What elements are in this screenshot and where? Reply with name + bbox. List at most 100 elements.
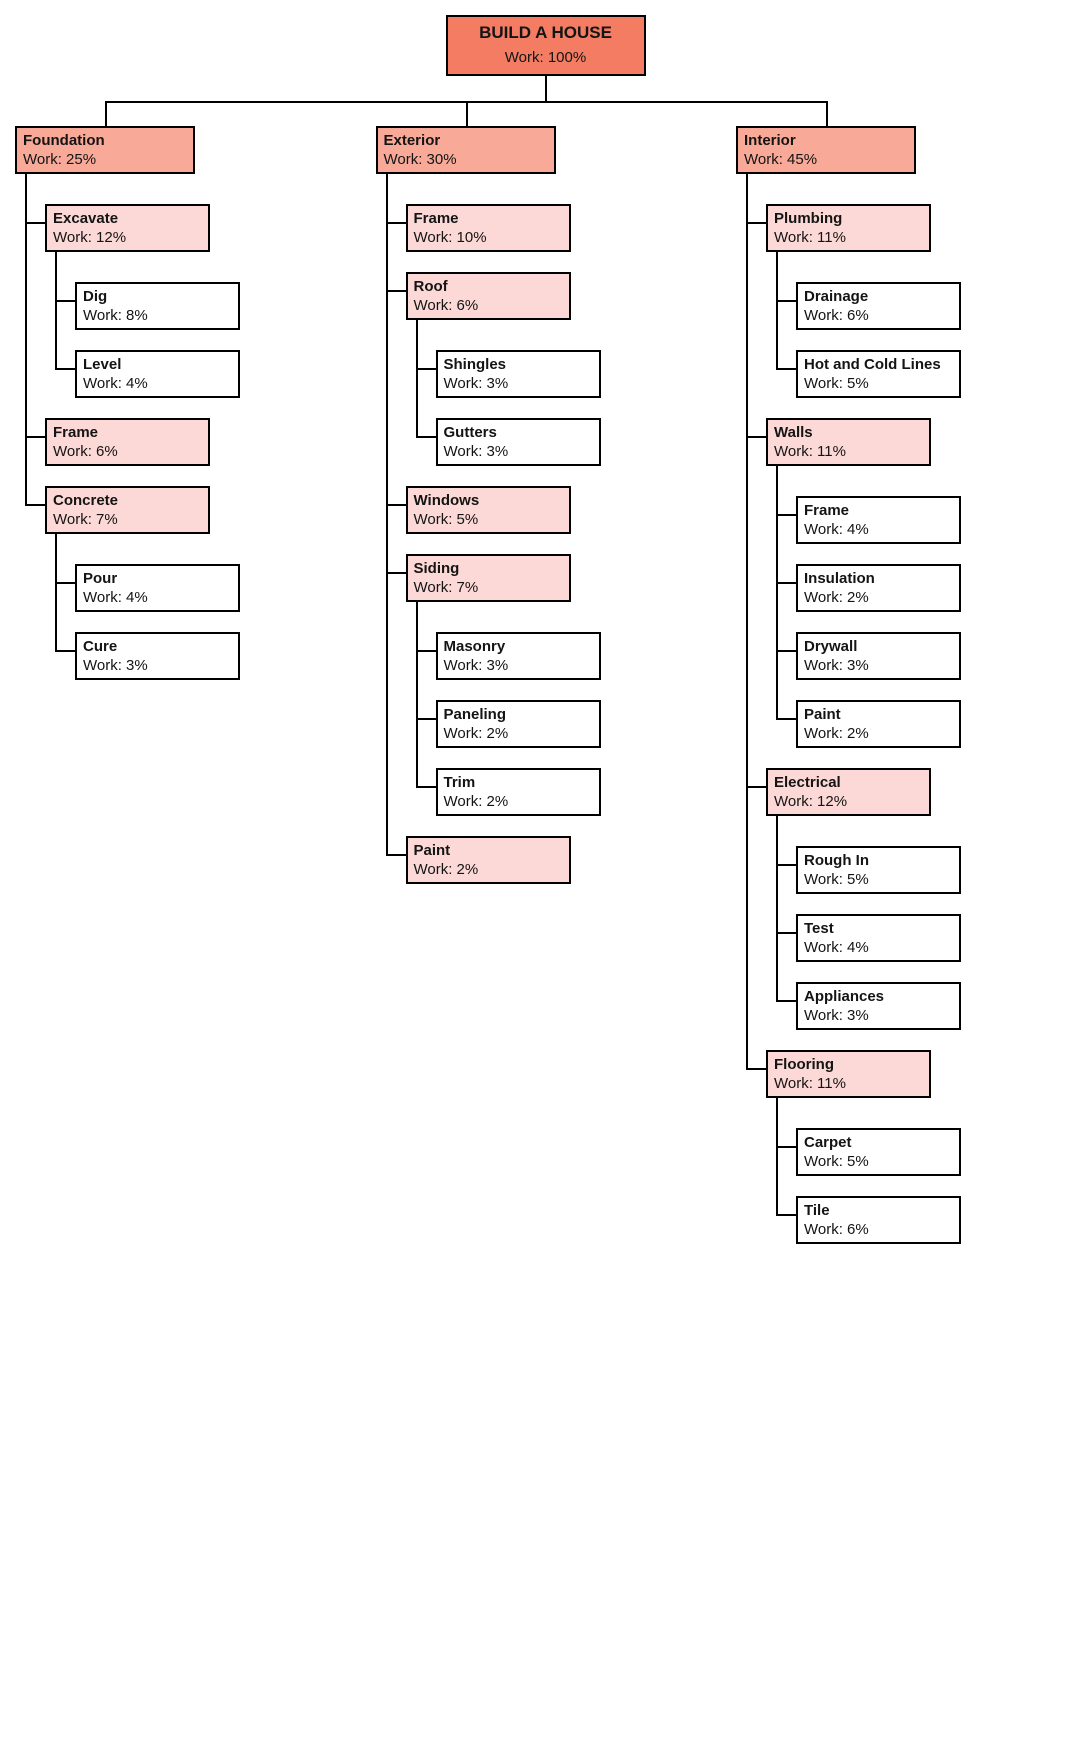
node-work: Work: 3% [804,657,953,674]
node-work: Work: 5% [414,511,563,528]
tree-branch: Exterior Work: 30% Frame Work: 10% Roof Work:… [376,126,716,1244]
tree-node: Frame Work: 10% [406,204,571,252]
node-title: Hot and Cold Lines [804,356,953,373]
tree-node: InsulationWork: 2% [796,564,961,612]
node-title: Cure [83,638,232,655]
node-title: Exterior [384,132,548,149]
tree-node: Paint Work: 2% [796,700,961,748]
tree-node: TileWork: 6% [796,1196,961,1244]
tree-node: Pour Work: 4% [75,564,240,612]
node-title: Frame [53,424,202,441]
node-title: Foundation [23,132,187,149]
node-title: Siding [414,560,563,577]
root-title: BUILD A HOUSE [448,23,644,43]
node-title: Drywall [804,638,953,655]
tree-node: Electrical Work: 12% [766,768,931,816]
node-title: Pour [83,570,232,587]
node-work: Work: 2% [444,793,593,810]
tree-node: Gutters Work: 3% [436,418,601,466]
tree-node: Cure Work: 3% [75,632,240,680]
node-work: Work: 6% [804,307,953,324]
tree-branch: Foundation Work: 25% ExcavateWork: 12% Dig W… [15,126,355,1244]
node-title: Carpet [804,1134,953,1151]
node-title: Paint [414,842,563,859]
node-work: Work: 7% [414,579,563,596]
node-title: Electrical [774,774,923,791]
node-work: Work: 6% [804,1221,953,1238]
node-title: Rough In [804,852,953,869]
node-title: Drainage [804,288,953,305]
node-title: Paneling [444,706,593,723]
tree-node: Walls Work: 11% [766,418,931,466]
tree-node: Drainage Work: 6% [796,282,961,330]
node-work: Work: 45% [744,151,908,168]
node-work: Work: 6% [53,443,202,460]
node-title: Dig [83,288,232,305]
tree-node: CarpetWork: 5% [796,1128,961,1176]
tree-node: Masonry Work: 3% [436,632,601,680]
node-title: Shingles [444,356,593,373]
node-work: Work: 11% [774,1075,923,1092]
node-work: Work: 4% [804,521,953,538]
tree-node: Test Work: 4% [796,914,961,962]
node-work: Work: 2% [444,725,593,742]
tree-node: Rough InWork: 5% [796,846,961,894]
node-title: Excavate [53,210,202,227]
node-title: Test [804,920,953,937]
node-title: Trim [444,774,593,791]
node-work: Work: 30% [384,151,548,168]
node-work: Work: 10% [414,229,563,246]
tree-node: Paneling Work: 2% [436,700,601,748]
tree-node: Exterior Work: 30% [376,126,556,174]
node-work: Work: 3% [444,443,593,460]
node-title: Concrete [53,492,202,509]
node-work: Work: 12% [774,793,923,810]
node-work: Work: 2% [414,861,563,878]
node-title: Paint [804,706,953,723]
node-title: Plumbing [774,210,923,227]
node-work: Work: 25% [23,151,187,168]
node-title: Windows [414,492,563,509]
node-work: Work: 3% [444,375,593,392]
tree-connectors [15,76,1076,126]
node-title: Frame [414,210,563,227]
node-work: Work: 4% [83,375,232,392]
node-work: Work: 2% [804,725,953,742]
node-title: Gutters [444,424,593,441]
node-work: Work: 4% [83,589,232,606]
tree-node: Level Work: 4% [75,350,240,398]
tree-node: Concrete Work: 7% [45,486,210,534]
tree-node: Paint Work: 2% [406,836,571,884]
tree-node: Dig Work: 8% [75,282,240,330]
tree-node: Roof Work: 6% [406,272,571,320]
node-work: Work: 4% [804,939,953,956]
node-work: Work: 6% [414,297,563,314]
tree-node: Siding Work: 7% [406,554,571,602]
node-title: Level [83,356,232,373]
node-title: Masonry [444,638,593,655]
node-work: Work: 11% [774,443,923,460]
root-work: Work: 100% [448,49,644,66]
tree-node: Appliances Work: 3% [796,982,961,1030]
node-work: Work: 3% [444,657,593,674]
node-title: Insulation [804,570,953,587]
node-title: Walls [774,424,923,441]
tree-node: Shingles Work: 3% [436,350,601,398]
tree-node: Hot and Cold LinesWork: 5% [796,350,961,398]
node-title: Frame [804,502,953,519]
node-work: Work: 8% [83,307,232,324]
node-work: Work: 7% [53,511,202,528]
tree-node: FlooringWork: 11% [766,1050,931,1098]
node-work: Work: 3% [804,1007,953,1024]
root-node: BUILD A HOUSE Work: 100% [446,15,646,76]
tree-node: Trim Work: 2% [436,768,601,816]
node-work: Work: 3% [83,657,232,674]
node-work: Work: 11% [774,229,923,246]
tree-columns: FoundationWork: 25%ExcavateWork: 12%DigW… [15,126,1076,1244]
node-title: Appliances [804,988,953,1005]
tree-node: ExcavateWork: 12% [45,204,210,252]
node-title: Roof [414,278,563,295]
node-title: Interior [744,132,908,149]
tree-node: Interior Work: 45% [736,126,916,174]
tree-node: Frame Work: 4% [796,496,961,544]
